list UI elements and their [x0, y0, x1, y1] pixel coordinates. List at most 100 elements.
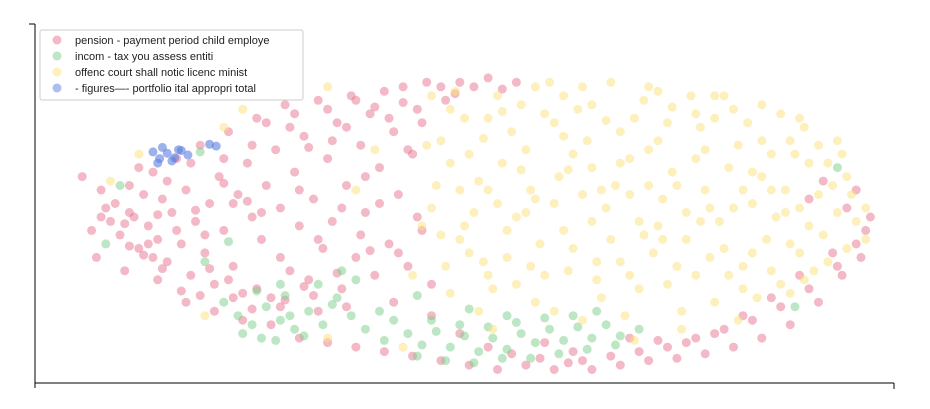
data-point: [139, 250, 149, 260]
data-point: [733, 140, 743, 150]
data-point: [667, 167, 677, 177]
data-point: [389, 297, 399, 307]
data-point: [639, 95, 649, 105]
data-point: [545, 324, 554, 334]
data-point: [351, 342, 361, 352]
data-point: [205, 199, 215, 208]
data-point: [554, 172, 564, 182]
data-point: [337, 266, 347, 276]
data-point: [422, 140, 432, 150]
data-point: [724, 163, 734, 173]
data-point: [549, 118, 559, 128]
data-point: [271, 145, 281, 155]
data-point: [351, 95, 361, 105]
data-point: [776, 279, 786, 289]
data-point: [611, 340, 620, 350]
data-point: [644, 82, 654, 92]
data-point: [157, 194, 167, 204]
data-point: [191, 216, 200, 226]
data-point: [294, 185, 304, 195]
data-point: [299, 131, 309, 141]
data-point: [445, 342, 455, 352]
data-point: [483, 185, 493, 195]
data-point: [280, 100, 290, 110]
data-point: [790, 149, 800, 159]
data-point: [422, 77, 432, 87]
data-point: [842, 243, 852, 253]
data-point: [360, 172, 370, 182]
data-point: [587, 163, 597, 173]
data-point: [403, 145, 413, 155]
legend-marker: [52, 35, 62, 45]
data-point: [582, 344, 592, 354]
data-point: [672, 181, 682, 190]
data-point: [261, 181, 271, 190]
data-point: [436, 230, 446, 240]
data-point: [521, 208, 531, 217]
data-point: [861, 225, 871, 235]
data-point: [275, 279, 285, 289]
data-point: [497, 353, 507, 363]
data-point: [370, 102, 380, 112]
data-point: [587, 365, 597, 374]
data-point: [714, 216, 724, 226]
data-point: [365, 246, 375, 256]
data-point: [795, 203, 805, 213]
data-point: [242, 158, 252, 168]
data-point: [719, 243, 729, 253]
data-point: [747, 315, 757, 325]
data-point: [681, 208, 691, 217]
legend-entry: offenc court shall notic licenc minist: [52, 67, 247, 79]
data-point: [412, 291, 422, 300]
data-point: [356, 140, 366, 150]
data-point: [847, 190, 856, 199]
data-point: [398, 342, 408, 352]
data-point: [818, 176, 828, 186]
data-point: [719, 91, 729, 101]
data-point: [219, 297, 229, 307]
data-point: [469, 358, 479, 368]
data-point: [327, 300, 337, 309]
data-point: [502, 344, 512, 354]
data-point: [634, 324, 644, 334]
data-point: [327, 216, 337, 226]
data-point: [342, 302, 351, 312]
data-point: [365, 109, 375, 119]
data-point: [814, 190, 823, 199]
data-point: [653, 335, 663, 345]
data-point: [511, 77, 521, 87]
data-point: [540, 338, 550, 348]
data-point: [460, 221, 469, 231]
data-point: [96, 212, 106, 222]
data-point: [809, 266, 819, 276]
data-point: [384, 113, 394, 123]
data-point: [658, 194, 668, 204]
data-point: [460, 331, 469, 341]
data-point: [290, 167, 300, 177]
data-point: [856, 252, 866, 262]
data-point: [526, 353, 536, 363]
data-point: [417, 340, 427, 350]
data-point: [526, 185, 536, 195]
data-point: [818, 230, 828, 240]
data-point: [379, 347, 389, 357]
data-point: [502, 252, 512, 262]
data-point: [323, 154, 333, 164]
data-point: [710, 113, 720, 123]
data-point: [578, 356, 587, 366]
legend-label: - figures—- portfolio ital appropri tota…: [75, 83, 256, 95]
data-point: [842, 203, 852, 213]
data-point: [559, 131, 569, 141]
data-point: [275, 203, 285, 213]
data-point: [195, 147, 205, 157]
data-point: [427, 91, 436, 101]
data-point: [214, 172, 224, 182]
data-point: [771, 212, 781, 222]
data-point: [247, 304, 257, 314]
data-point: [507, 127, 517, 137]
data-point: [634, 347, 644, 357]
data-point: [795, 248, 805, 258]
data-point: [124, 181, 134, 190]
data-point: [625, 270, 635, 280]
